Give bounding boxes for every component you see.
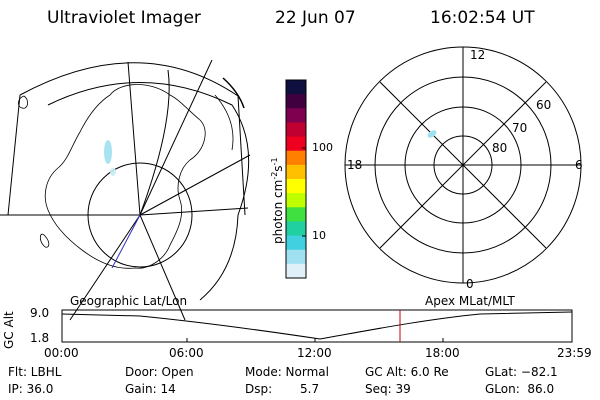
colorbar xyxy=(286,80,306,279)
continent-detail-2 xyxy=(18,95,28,109)
aurora-patch-1 xyxy=(104,140,112,164)
status-ip: IP: 36.0 xyxy=(8,382,54,396)
aurora-patch-2 xyxy=(110,168,116,176)
colorbar-label-100: 100 xyxy=(312,141,333,154)
status-door: Door: Open xyxy=(125,365,194,379)
colorbar-segment xyxy=(286,179,306,194)
altitude-x-tick-1: 06:00 xyxy=(169,346,204,360)
observation-date: 22 Jun 07 xyxy=(275,8,356,28)
geographic-map-label: Geographic Lat/Lon xyxy=(70,294,188,308)
colorbar-segment xyxy=(286,207,306,222)
status-seq: Seq: 39 xyxy=(365,382,411,396)
mlt-label-6: 6 xyxy=(575,158,583,172)
colorbar-segment xyxy=(286,94,306,109)
altitude-curve xyxy=(61,311,573,340)
continent-detail-1 xyxy=(39,233,50,248)
meridian-2 xyxy=(139,59,213,216)
geographic-map xyxy=(0,59,251,321)
coast-line-2 xyxy=(222,77,245,109)
status-gc-alt: GC Alt: 6.0 Re xyxy=(365,365,449,379)
meridian-7 xyxy=(139,214,186,321)
colorbar-label-10: 10 xyxy=(312,229,326,242)
blue-track xyxy=(111,214,141,269)
meridian-8 xyxy=(139,69,170,216)
altitude-x-tick-0: 00:00 xyxy=(44,346,79,360)
altitude-ylabel: GC Alt xyxy=(2,311,16,349)
colorbar-segment xyxy=(286,150,306,166)
colorbar-segment xyxy=(286,80,306,95)
altitude-x-tick-3: 18:00 xyxy=(425,346,460,360)
meridian-1 xyxy=(127,61,141,216)
colorbar-segment xyxy=(286,263,306,279)
coast-line xyxy=(214,94,234,151)
meridian-6 xyxy=(69,214,141,321)
meridian-5 xyxy=(139,207,249,216)
apex-map-label: Apex MLat/MLT xyxy=(425,294,515,308)
observation-time: 16:02:54 UT xyxy=(430,8,535,28)
colorbar-segment xyxy=(286,235,306,251)
mlt-label-12: 12 xyxy=(470,48,486,62)
continent-outline xyxy=(44,84,206,269)
altitude-x-tick-4: 23:59 xyxy=(557,346,592,360)
status-filter: Flt: LBHL xyxy=(8,365,62,379)
instrument-title: Ultraviolet Imager xyxy=(47,8,201,28)
colorbar-segment xyxy=(286,193,306,208)
mlat-label-60: 60 xyxy=(536,98,552,112)
colorbar-segment xyxy=(286,122,306,138)
altitude-plot-frame xyxy=(61,309,573,343)
status-glat: GLat: −82.1 xyxy=(485,365,558,379)
colorbar-segment xyxy=(286,249,306,265)
status-mode: Mode: Normal xyxy=(245,365,329,379)
colorbar-segment xyxy=(286,221,306,237)
mlat-label-80: 80 xyxy=(492,141,508,155)
colorbar-segment xyxy=(286,136,306,152)
aurora-patches-left xyxy=(104,140,116,176)
colorbar-frame xyxy=(285,79,307,279)
altitude-y-top: 9.0 xyxy=(30,306,50,320)
status-glon: GLon: 86.0 xyxy=(485,382,555,396)
status-gain: Gain: 14 xyxy=(125,382,176,396)
status-dsp-value: 5.7 xyxy=(300,382,320,396)
polar-diagonal-2 xyxy=(379,81,547,249)
colorbar-segment xyxy=(286,164,306,180)
latitude-arc-outer xyxy=(47,82,250,301)
altitude-x-ticks xyxy=(61,338,573,342)
aurora-patch-polar xyxy=(427,130,437,138)
mlt-label-18: 18 xyxy=(347,158,363,172)
map-boundary-arc xyxy=(7,62,246,216)
colorbar-unit-label: photon cm-2s-1 xyxy=(270,157,285,244)
polar-map xyxy=(344,46,582,284)
altitude-x-tick-2: 12:00 xyxy=(297,346,332,360)
mlt-label-0: 0 xyxy=(466,277,474,291)
status-dsp-label: Dsp: xyxy=(245,382,273,396)
colorbar-segment xyxy=(286,108,306,123)
altitude-y-bottom: 1.8 xyxy=(30,331,50,345)
mlat-label-70: 70 xyxy=(512,121,528,135)
altitude-plot xyxy=(61,309,573,343)
meridian-3 xyxy=(139,154,251,216)
